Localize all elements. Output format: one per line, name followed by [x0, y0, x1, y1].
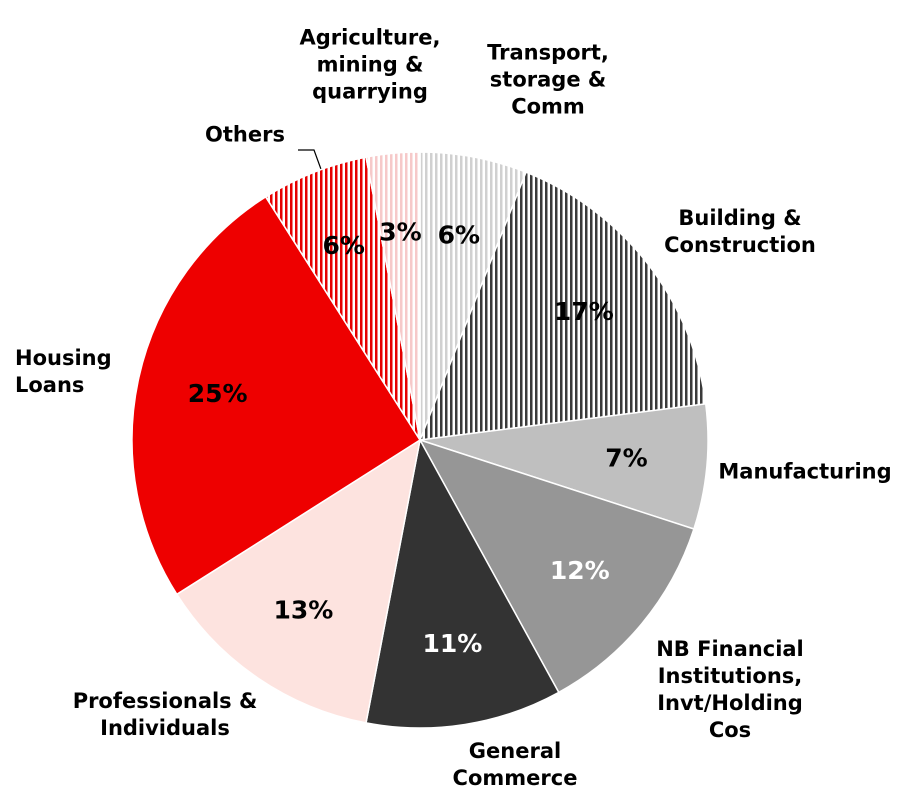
- value-label: 25%: [188, 379, 248, 408]
- category-label: Agriculture, mining & quarrying: [299, 25, 441, 104]
- leader-line: [298, 149, 323, 173]
- value-label: 3%: [379, 218, 421, 247]
- value-label: 6%: [438, 220, 480, 249]
- category-label: Transport, storage & Comm: [487, 40, 609, 119]
- pie-slice: [365, 151, 421, 441]
- category-label: Professionals & Individuals: [72, 689, 258, 740]
- value-label: 11%: [423, 629, 483, 658]
- pie-slice: [131, 195, 422, 596]
- value-label: 17%: [554, 297, 614, 326]
- value-label: 12%: [550, 556, 610, 585]
- value-label: 7%: [605, 444, 647, 473]
- value-label: 6%: [322, 231, 364, 260]
- pie-slice: [418, 171, 707, 441]
- category-label: Building & Construction: [664, 206, 816, 257]
- category-label: NB Financial Institutions, Invt/Holding …: [656, 637, 804, 742]
- category-label: General Commerce: [452, 739, 578, 790]
- pie-slice: [175, 438, 422, 724]
- category-label: Others: [205, 122, 285, 147]
- category-label: Housing Loans: [15, 346, 112, 397]
- category-label: Manufacturing: [718, 459, 892, 484]
- pie-slice: [365, 437, 560, 729]
- value-label: 13%: [274, 596, 334, 625]
- pie-slice: [418, 438, 695, 694]
- pie-slice: [419, 403, 709, 530]
